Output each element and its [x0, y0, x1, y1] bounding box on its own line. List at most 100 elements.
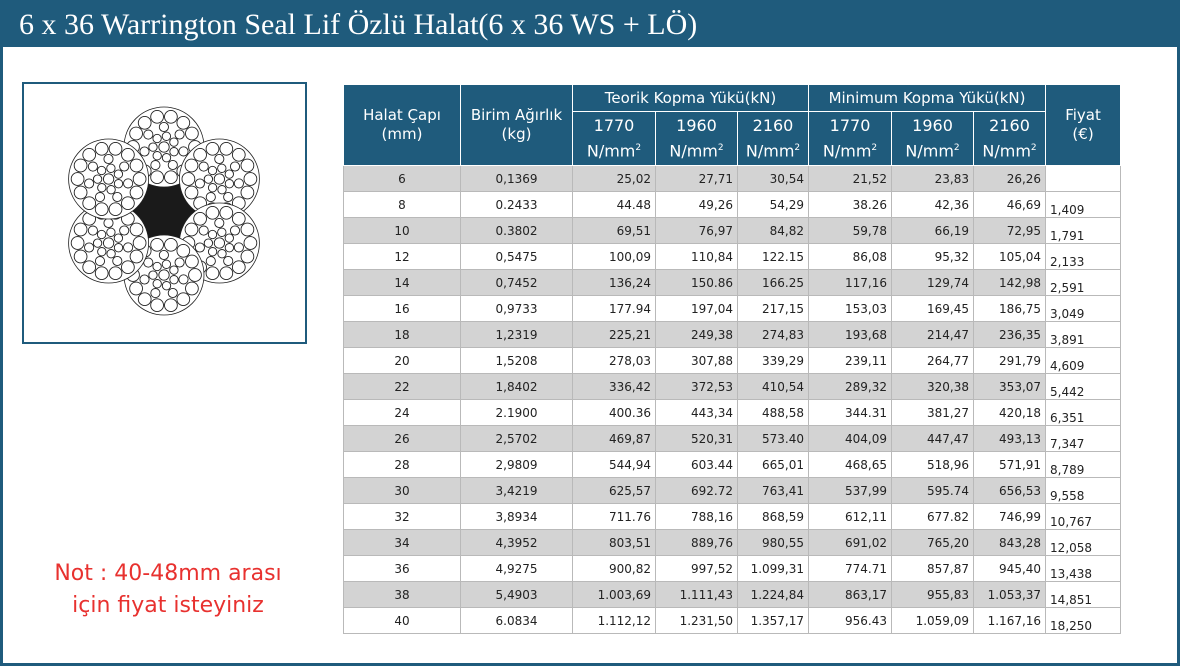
wire: [92, 238, 103, 248]
wire: [161, 259, 172, 269]
unit-label: N/mm: [745, 141, 795, 161]
price-cell: 13,438: [1045, 555, 1122, 582]
wire: [231, 260, 246, 275]
theoretical-2160-cell: 763,41: [736, 477, 810, 504]
wire: [73, 249, 88, 264]
theoretical-2160-cell: 868,59: [736, 503, 810, 530]
wire: [240, 158, 255, 173]
theoretical-1770-cell: 336,42: [572, 373, 656, 400]
price-note: Not : 40-48mm arası için fiyat isteyiniz: [23, 558, 313, 622]
wire: [108, 141, 123, 156]
wire: [123, 178, 134, 189]
col-header-minimum-1770: 1770 N/mm2: [808, 111, 893, 166]
diameter-cell: 24: [343, 399, 461, 426]
theoretical-1770-cell: 69,51: [572, 217, 656, 244]
wire: [205, 256, 216, 267]
wire: [219, 205, 234, 220]
diameter-cell: 36: [343, 555, 461, 582]
wire: [94, 266, 109, 281]
minimum-1770-cell: 38.26: [808, 191, 893, 218]
unit-label: N/mm: [905, 141, 954, 161]
wire: [174, 129, 185, 140]
wire: [112, 191, 123, 203]
wire: [108, 202, 123, 217]
diameter-cell: 30: [343, 477, 461, 504]
price-header-unit: (€): [1072, 125, 1094, 143]
minimum-1960-cell: 1.059,09: [891, 607, 975, 634]
minimum-2160-cell: 493,13: [973, 425, 1047, 452]
theoretical-1770-cell: 400.36: [572, 399, 656, 426]
wire: [94, 192, 106, 203]
wire: [213, 173, 226, 185]
wire: [203, 238, 214, 248]
minimum-1770-cell: 774.71: [808, 555, 893, 582]
title-bar: 6 x 36 Warrington Seal Lif Özlü Halat(6 …: [3, 3, 1177, 47]
minimum-2160-cell: 656,53: [973, 477, 1047, 504]
wire: [224, 169, 234, 179]
theoretical-1960-cell: 27,71: [655, 165, 738, 192]
wire: [152, 151, 162, 161]
diameter-cell: 8: [343, 191, 461, 218]
unit-sup: 2: [871, 142, 878, 153]
weight-header-label: Birim Ağırlık: [470, 106, 563, 124]
wire: [224, 233, 234, 243]
theoretical-1770-cell: 803,51: [572, 529, 656, 556]
minimum-2160-cell: 843,28: [973, 529, 1047, 556]
wire: [164, 298, 178, 313]
price-cell: 5,442: [1045, 373, 1122, 400]
weight-cell: 2.1900: [460, 399, 573, 426]
wire: [178, 146, 189, 157]
wire: [106, 249, 116, 259]
theoretical-1960-cell: 443,34: [655, 399, 738, 426]
theoretical-2160-cell: 166.25: [736, 269, 810, 296]
minimum-1770-cell: 289,32: [808, 373, 893, 400]
wire: [207, 247, 218, 257]
wire: [150, 288, 161, 299]
minimum-1770-cell: 86,08: [808, 243, 893, 270]
diameter-cell: 10: [343, 217, 461, 244]
minimum-1960-cell: 518,96: [891, 451, 975, 478]
wire: [150, 109, 164, 124]
minimum-2160-cell: 420,18: [973, 399, 1047, 426]
wire: [102, 173, 115, 185]
wire: [169, 275, 179, 285]
col-header-theoretical-2160: 2160 N/mm2: [736, 111, 810, 166]
minimum-2160-cell: 353,07: [973, 373, 1047, 400]
wire: [94, 256, 106, 267]
wire: [176, 243, 191, 258]
wire: [231, 211, 246, 226]
price-cell: 9,558: [1045, 477, 1122, 504]
theoretical-1960-cell: 197,04: [655, 295, 738, 322]
page-title: 6 x 36 Warrington Seal Lif Özlü Halat(6 …: [19, 8, 698, 41]
minimum-2160-cell: 291,79: [973, 347, 1047, 374]
wire: [152, 133, 162, 144]
wire: [132, 236, 147, 250]
theoretical-2160-cell: 54,29: [736, 191, 810, 218]
weight-cell: 4,9275: [460, 555, 573, 582]
wire: [161, 153, 172, 163]
wire: [176, 292, 191, 307]
price-cell: 8,789: [1045, 451, 1122, 478]
diameter-cell: 18: [343, 321, 461, 348]
theoretical-2160-cell: 274,83: [736, 321, 810, 348]
minimum-1770-cell: 153,03: [808, 295, 893, 322]
theoretical-2160-cell: 217,15: [736, 295, 810, 322]
theoretical-1770-cell: 177.94: [572, 295, 656, 322]
minimum-1960-cell: 595.74: [891, 477, 975, 504]
minimum-2160-cell: 186,75: [973, 295, 1047, 322]
wire: [185, 254, 199, 269]
wire: [143, 129, 154, 140]
wire: [132, 172, 147, 186]
table-row: 26 2,5702 469,87 520,31 573.40 404,09 447,47 49…: [343, 425, 1122, 452]
unit-label: N/mm: [669, 141, 718, 161]
theoretical-2160-cell: 665,01: [736, 451, 810, 478]
wire: [73, 185, 88, 200]
theoretical-1960-cell: 49,26: [655, 191, 738, 218]
theoretical-1770-cell: 544,94: [572, 451, 656, 478]
weight-cell: 2,5702: [460, 425, 573, 452]
wire: [92, 174, 103, 184]
theoretical-1960-cell: 692.72: [655, 477, 738, 504]
theoretical-1960-cell: 1.231,50: [655, 607, 738, 634]
theoretical-1960-cell: 788,16: [655, 503, 738, 530]
wire: [167, 287, 178, 299]
